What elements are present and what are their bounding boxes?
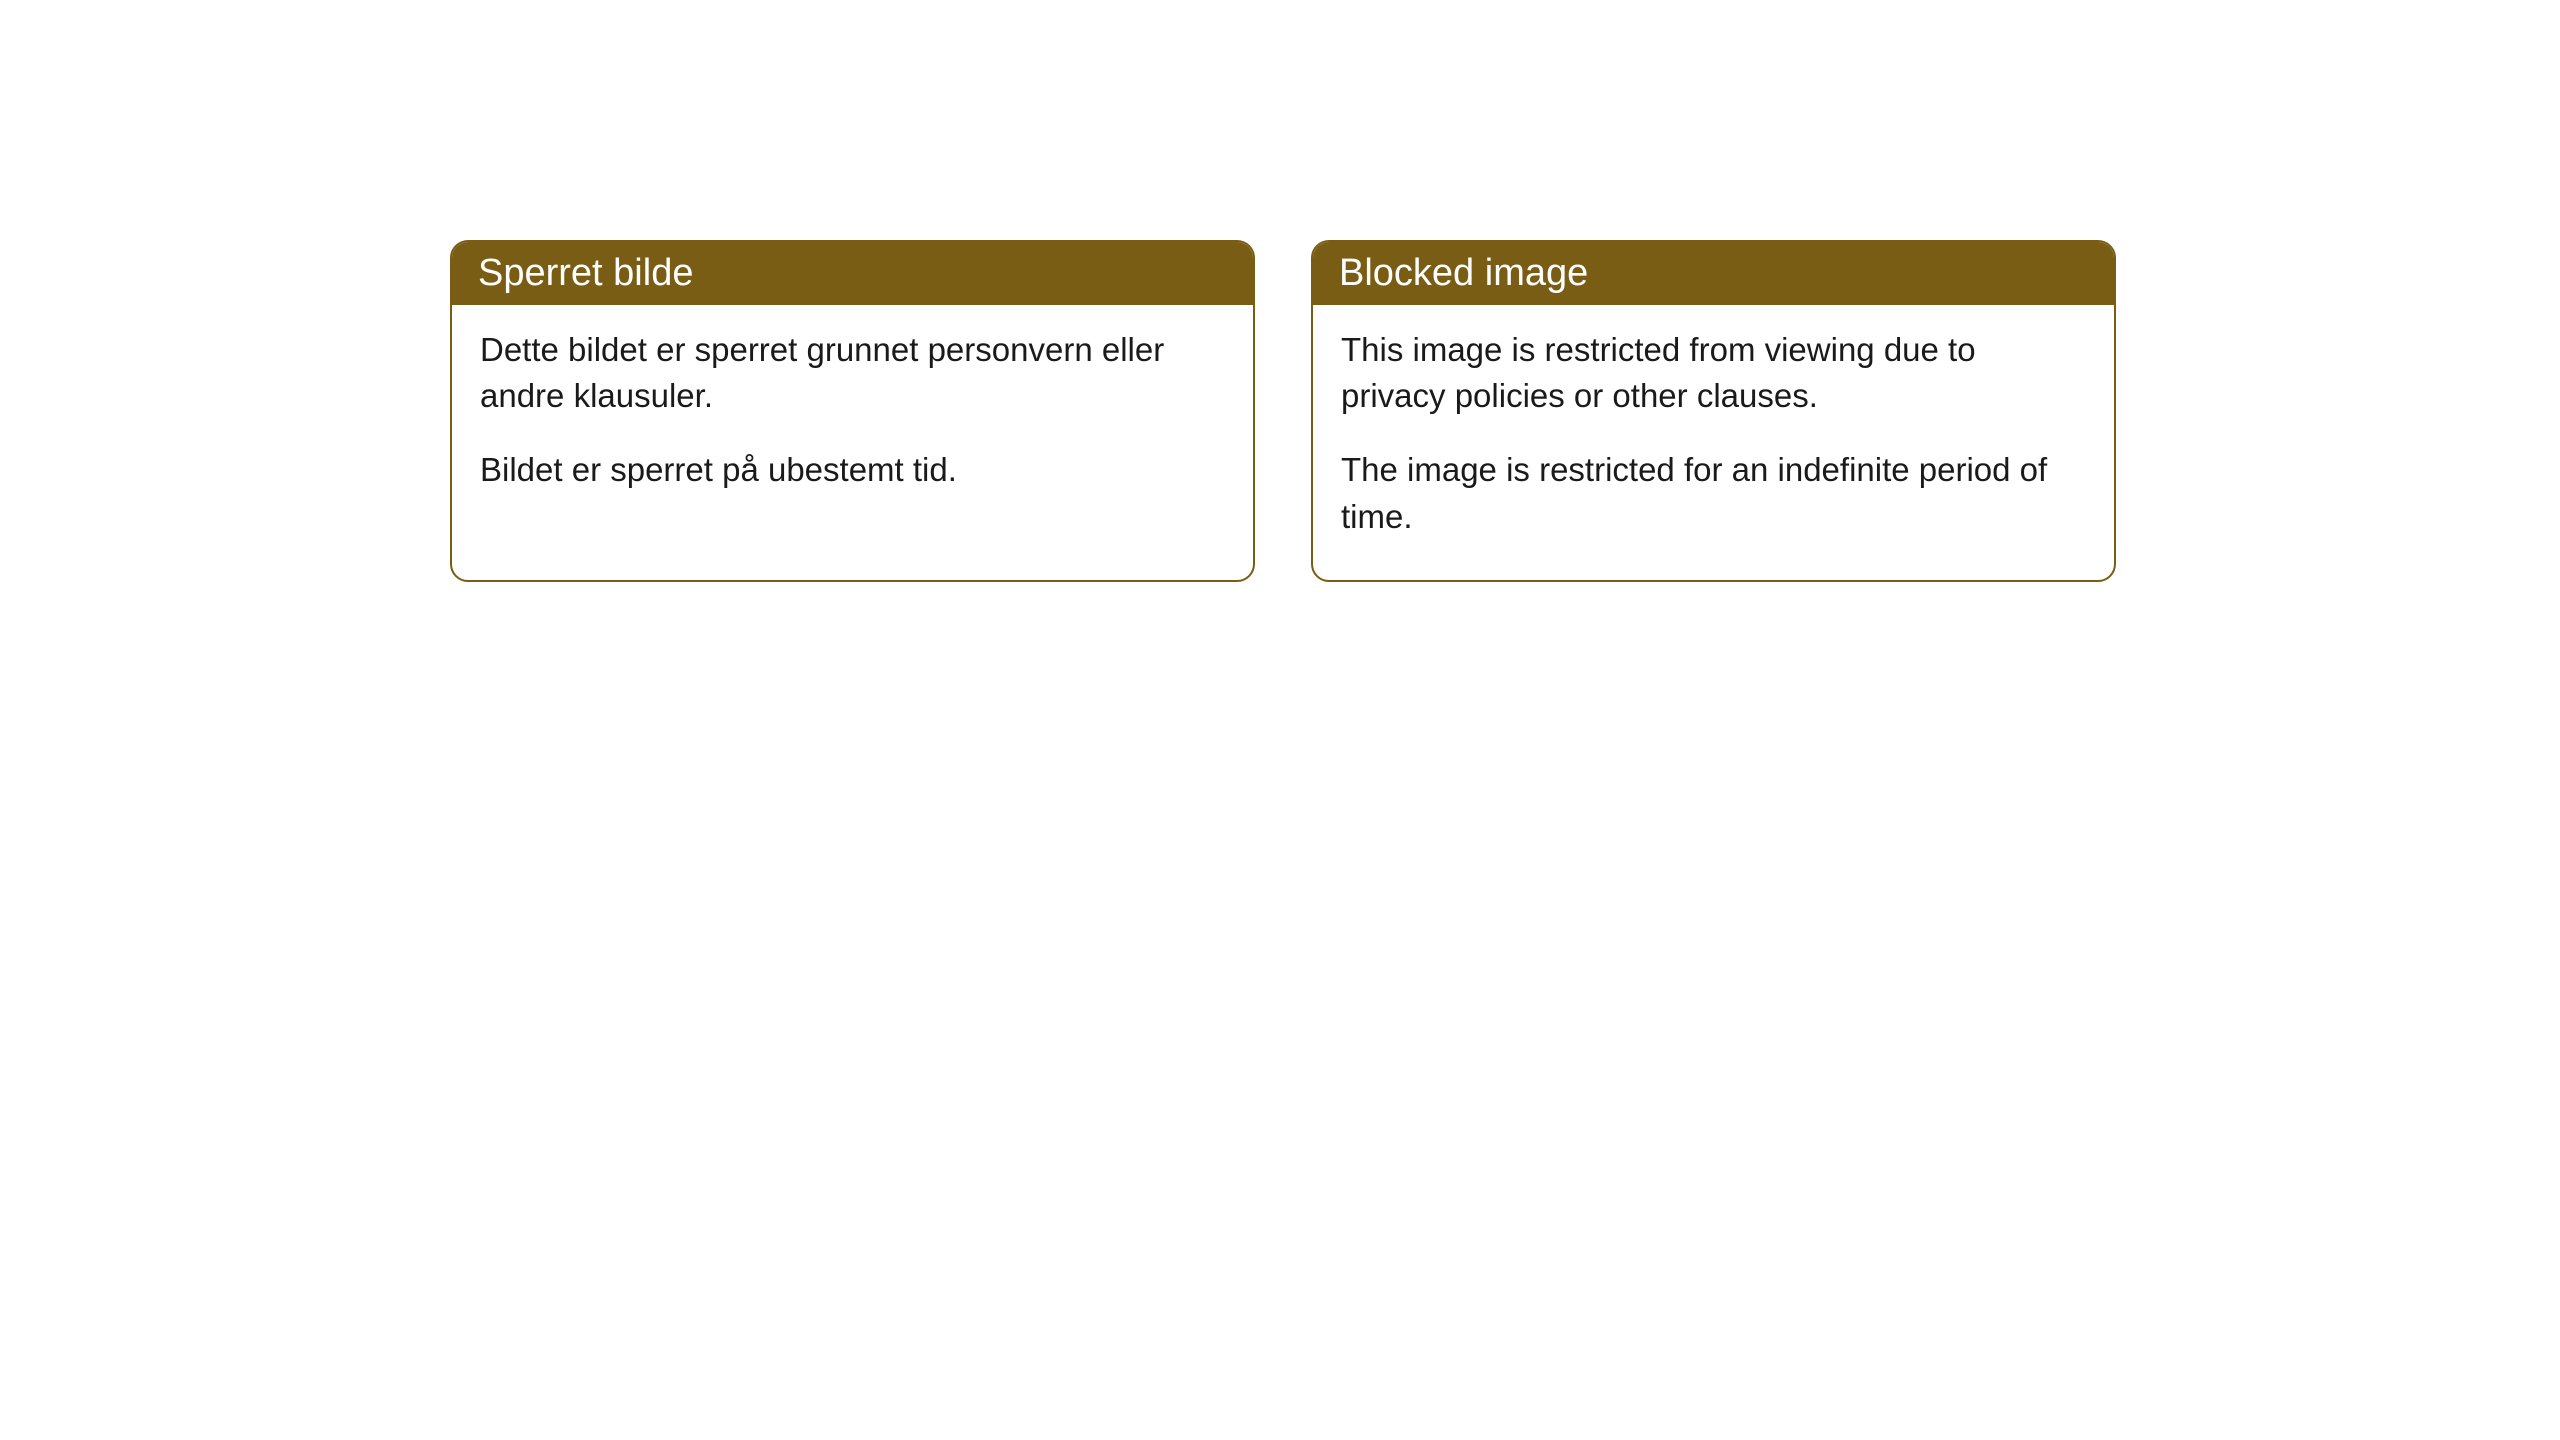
notice-card-english: Blocked image This image is restricted f… (1311, 240, 2116, 582)
card-body: Dette bildet er sperret grunnet personve… (452, 305, 1253, 534)
card-body: This image is restricted from viewing du… (1313, 305, 2114, 580)
card-header: Sperret bilde (452, 242, 1253, 305)
card-paragraph-2: Bildet er sperret på ubestemt tid. (480, 447, 1225, 493)
card-paragraph-2: The image is restricted for an indefinit… (1341, 447, 2086, 539)
card-paragraph-1: This image is restricted from viewing du… (1341, 327, 2086, 419)
notice-card-norwegian: Sperret bilde Dette bildet er sperret gr… (450, 240, 1255, 582)
notice-cards-container: Sperret bilde Dette bildet er sperret gr… (450, 240, 2560, 582)
card-paragraph-1: Dette bildet er sperret grunnet personve… (480, 327, 1225, 419)
card-title: Sperret bilde (478, 252, 693, 294)
card-header: Blocked image (1313, 242, 2114, 305)
card-title: Blocked image (1339, 252, 1588, 294)
